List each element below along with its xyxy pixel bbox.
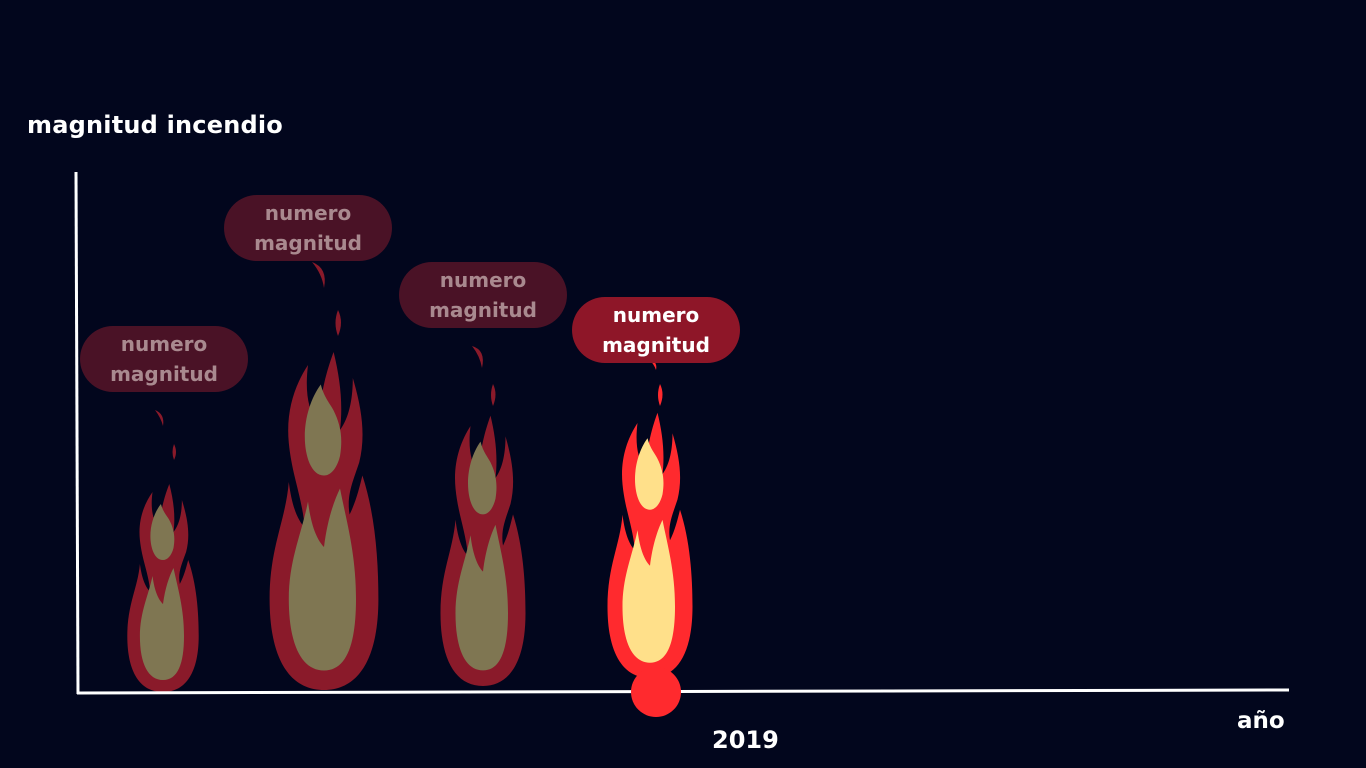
y-axis <box>76 172 78 694</box>
flame-3-sparks <box>472 346 496 406</box>
bubble-3-line2: magnitud <box>399 295 567 325</box>
bubble-2-line2: magnitud <box>224 228 392 258</box>
flame-1-sparks <box>155 410 176 460</box>
year-marker[interactable] <box>631 667 681 717</box>
label-bubble-2[interactable]: numero magnitud <box>224 195 392 261</box>
flame-3 <box>441 416 526 686</box>
flame-1 <box>127 484 198 692</box>
label-bubble-3[interactable]: numero magnitud <box>399 262 567 328</box>
bubble-2-line1: numero <box>224 198 392 228</box>
bubble-4-line2: magnitud <box>572 330 740 360</box>
flame-2 <box>270 352 379 690</box>
label-bubble-1[interactable]: numero magnitud <box>80 326 248 392</box>
bubble-3-line1: numero <box>399 265 567 295</box>
x-axis-label: año <box>1237 708 1285 734</box>
bubble-1-line1: numero <box>80 329 248 359</box>
bubble-1-line2: magnitud <box>80 359 248 389</box>
year-tick-label: 2019 <box>712 726 779 754</box>
y-axis-label: magnitud incendio <box>27 111 283 139</box>
label-bubble-4-active[interactable]: numero magnitud <box>572 297 740 363</box>
flame-2-sparks <box>312 262 341 336</box>
bubble-4-line1: numero <box>572 300 740 330</box>
flame-4-active <box>608 413 693 678</box>
flame-4-sparks <box>648 358 663 406</box>
x-axis <box>77 690 1289 693</box>
